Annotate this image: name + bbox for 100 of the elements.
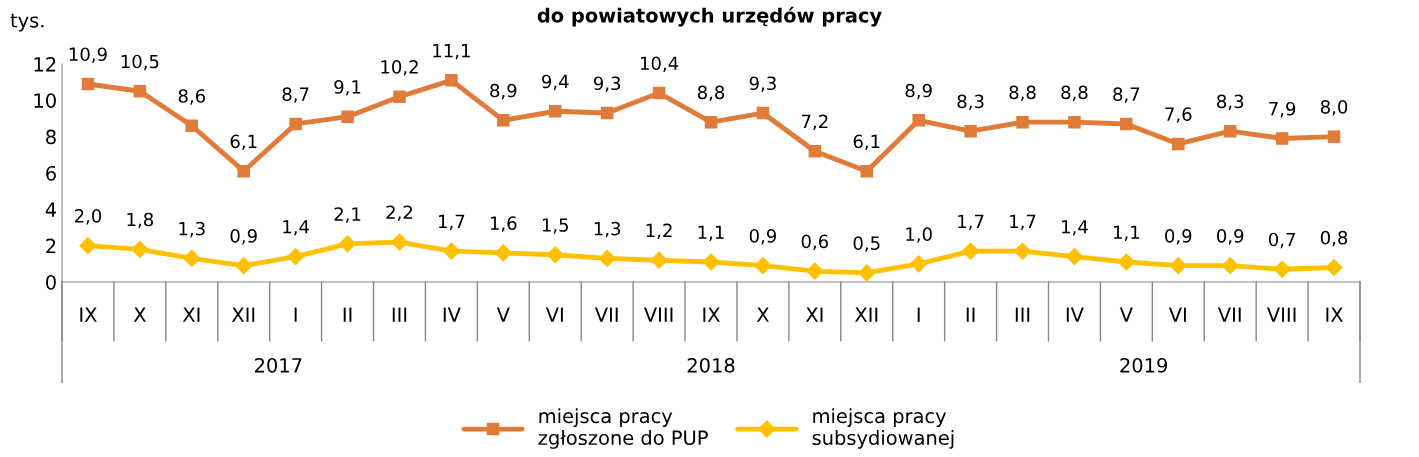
data-label: 2,0 [74,209,102,225]
chart-title: do powiatowych urzędów pracy [537,6,882,27]
point [341,110,354,123]
y-axis-title: tys. [10,13,44,32]
x-tick-label: IV [443,307,461,322]
data-label: 6,1 [230,134,257,151]
point [910,255,928,273]
data-label: 10,5 [121,54,159,71]
data-label: 1,5 [542,218,569,234]
data-label: 1,2 [646,223,672,240]
point [81,77,95,91]
point [962,242,980,260]
data-label: 0,9 [230,229,257,245]
x-tick-label: IX [1326,307,1343,322]
data-label: 7,6 [1165,107,1192,123]
data-label: 1,6 [490,216,517,232]
data-label: 2,1 [334,207,361,223]
x-tick-label: V [1119,307,1133,322]
data-label: 0,5 [853,236,880,252]
x-tick-label: VI [1168,307,1186,322]
point [598,249,616,267]
point [912,114,925,127]
data-label: 9,4 [542,74,569,91]
point [652,86,666,100]
point [390,233,409,251]
point [548,104,562,118]
data-label: 0,7 [1268,232,1295,249]
point [79,237,97,255]
data-label: 10,4 [640,56,679,72]
data-label: 8,9 [490,83,517,100]
point [858,264,876,282]
data-label: 8,8 [1009,85,1036,102]
x-tick-label: III [392,307,407,322]
point [183,249,201,267]
data-label: 9,3 [749,76,776,92]
point [339,235,357,253]
data-label: 1,7 [1010,214,1036,231]
point [754,257,772,275]
data-label: 2,2 [386,205,413,221]
point [1327,130,1341,143]
x-tick-label: II [966,307,975,322]
data-label: 1,7 [958,214,984,231]
point [1221,257,1239,275]
y-tick-label: 10 [34,93,56,108]
legend-label: miejsca pracy zgłoszone do PUP [538,408,708,449]
point [237,164,250,178]
y-tick-label: 2 [46,238,56,254]
point [235,257,253,275]
text: 2018 [687,357,735,373]
data-label: 9,1 [334,80,361,96]
data-label: 9,3 [593,76,621,92]
data-label: 1,0 [906,227,932,243]
data-label: 8,7 [1113,87,1140,103]
data-label: 10,2 [381,60,418,76]
point [289,117,302,131]
x-tick-label: II [343,307,352,322]
data-label: 10,9 [69,47,107,63]
data-label: 8,3 [1217,94,1244,111]
point [650,251,668,269]
point [1169,257,1187,275]
point [1016,115,1029,129]
point [756,106,770,120]
x-tick-label: VI [545,307,563,322]
data-label: 6,1 [853,134,880,151]
x-tick-label: I [917,307,920,322]
data-label: 1,1 [698,225,724,241]
data-label: 0,6 [801,234,829,250]
x-tick-label: III [1015,307,1030,322]
point [445,74,458,87]
point [1065,248,1083,266]
x-tick-label: X [133,307,146,322]
point [546,246,564,264]
x-tick-label: VII [1217,307,1241,322]
x-tick-label: X [756,307,769,322]
point [442,242,460,260]
point [806,262,824,280]
data-label: 8,0 [1320,100,1348,116]
point [704,115,718,129]
point [1223,124,1237,138]
data-label: 8,8 [697,85,725,102]
data-label: 11,1 [433,43,470,60]
point [1013,242,1032,260]
data-label: 8,9 [905,83,932,100]
x-tick-label: VIII [643,307,673,322]
text: 2019 [1120,357,1168,373]
y-tick-label: 12 [34,56,56,72]
y-tick-label: 4 [45,202,57,217]
legend-label: miejsca pracy subsydiowanej [812,408,954,449]
point [497,114,510,127]
x-tick-label: VIII [1267,307,1296,322]
point [287,248,305,266]
point [1273,260,1291,278]
point [133,84,147,98]
point [1275,132,1289,145]
data-label: 8,7 [282,87,309,103]
point [1120,117,1133,131]
y-tick-label: 8 [46,129,56,145]
point [702,253,720,271]
x-tick-label: XI [805,307,823,322]
point [860,164,874,178]
